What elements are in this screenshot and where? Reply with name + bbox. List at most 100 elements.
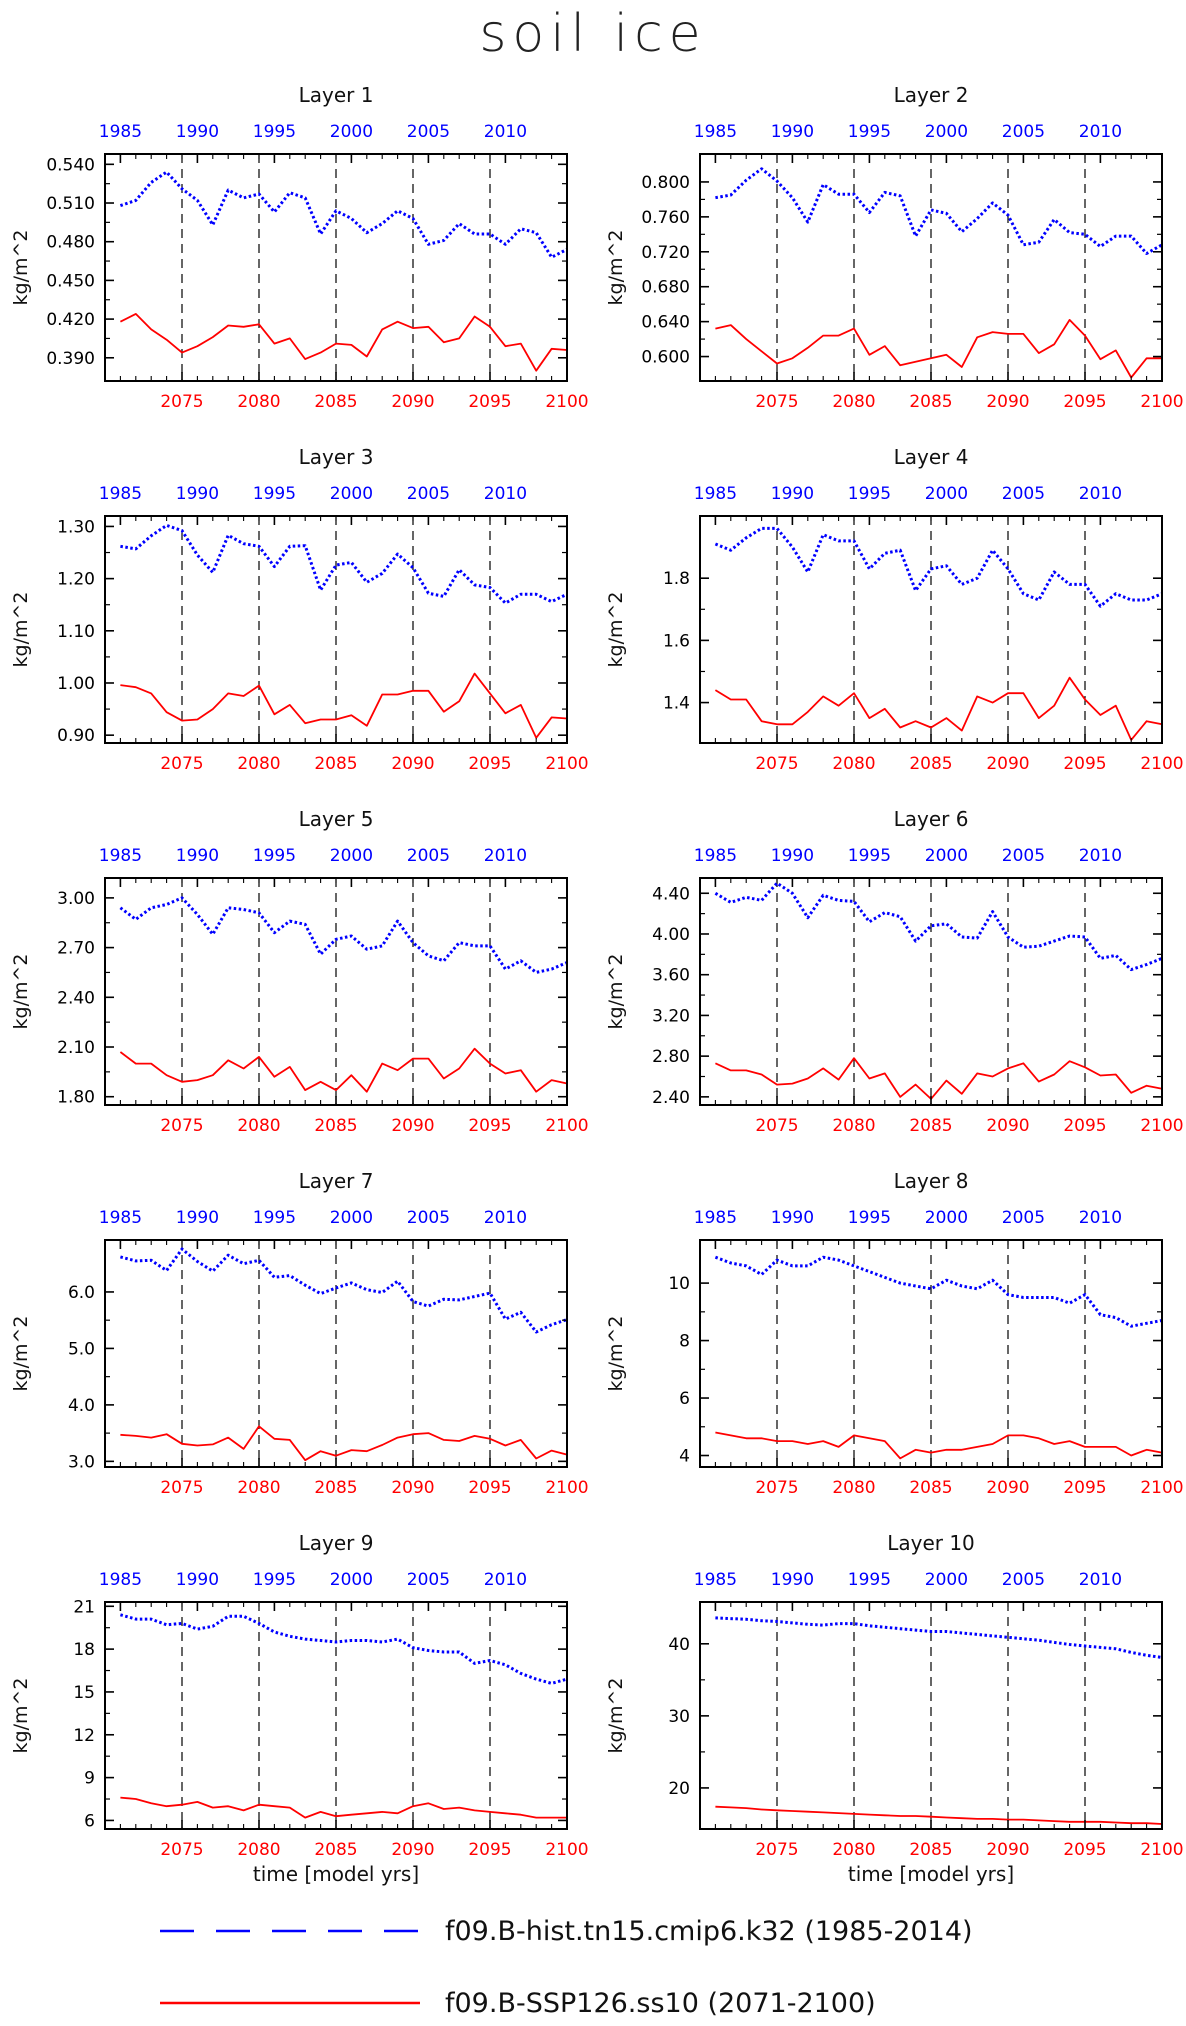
y-tick-label: 2.10 <box>57 1038 95 1058</box>
y-axis-label: kg/m^2 <box>10 592 32 668</box>
y-tick-label: 5.0 <box>68 1339 95 1359</box>
top-x-tick-label: 2000 <box>330 1208 373 1228</box>
y-tick-label: 3.0 <box>68 1452 95 1472</box>
top-x-tick-label: 1985 <box>694 484 737 504</box>
bottom-x-tick-label: 2085 <box>909 392 952 412</box>
bottom-x-tick-label: 2085 <box>909 1840 952 1860</box>
series-hist-line <box>714 1255 1163 1328</box>
y-tick-label: 0.450 <box>46 271 95 291</box>
chart-panel-layer-7: Layer 7 3.0 4.0 5.0 6.0 kg/m^2 1985 1990 1995 200… <box>10 1169 589 1498</box>
top-x-tick-label: 2000 <box>330 1570 373 1590</box>
bottom-x-tick-label: 2100 <box>1140 1840 1183 1860</box>
y-tick-label: 0.760 <box>641 208 690 228</box>
series-ssp-line <box>120 672 568 739</box>
y-tick-label: 1.20 <box>57 570 95 590</box>
y-tick-label: 4.0 <box>68 1396 95 1416</box>
top-x-tick-label: 2000 <box>925 1570 968 1590</box>
y-tick-label: 3.60 <box>652 966 690 986</box>
y-tick-label: 0.800 <box>641 173 690 193</box>
bottom-x-tick-label: 2100 <box>1140 392 1183 412</box>
bottom-x-tick-label: 2080 <box>237 754 280 774</box>
bottom-x-tick-label: 2095 <box>468 1116 511 1136</box>
top-x-tick-label: 1995 <box>848 1208 891 1228</box>
y-tick-label: 18 <box>73 1640 95 1660</box>
bottom-x-tick-label: 2090 <box>391 754 434 774</box>
y-tick-label: 0.510 <box>46 194 95 214</box>
chart-panel-layer-3: Layer 3 0.90 1.00 1.10 1.20 1.30 kg/m^2 1985 199… <box>10 445 589 774</box>
bottom-x-tick-label: 2100 <box>545 754 588 774</box>
y-tick-label: 1.00 <box>57 674 95 694</box>
y-tick-label: 2.80 <box>652 1047 690 1067</box>
top-x-tick-label: 1985 <box>99 846 142 866</box>
top-x-tick-label: 2000 <box>925 846 968 866</box>
top-x-tick-label: 2005 <box>1002 484 1045 504</box>
top-x-tick-label: 1990 <box>176 1570 219 1590</box>
top-x-tick-label: 1995 <box>848 122 891 142</box>
y-tick-label: 3.20 <box>652 1006 690 1026</box>
top-x-tick-label: 2010 <box>1079 484 1122 504</box>
top-x-tick-label: 1995 <box>253 846 296 866</box>
bottom-x-tick-label: 2100 <box>545 392 588 412</box>
top-x-tick-label: 2000 <box>925 484 968 504</box>
top-x-tick-label: 2000 <box>330 484 373 504</box>
top-x-tick-label: 1995 <box>253 122 296 142</box>
y-tick-label: 0.420 <box>46 310 95 330</box>
bottom-x-tick-label: 2085 <box>314 1116 357 1136</box>
top-x-tick-label: 1990 <box>771 484 814 504</box>
bottom-x-tick-label: 2090 <box>986 1478 1029 1498</box>
x-axis-label: time [model yrs] <box>848 1862 1014 1886</box>
bottom-x-tick-label: 2100 <box>1140 1478 1183 1498</box>
bottom-x-tick-label: 2075 <box>160 1840 203 1860</box>
bottom-x-tick-label: 2090 <box>391 392 434 412</box>
y-axis-label: kg/m^2 <box>605 954 627 1030</box>
y-tick-label: 6 <box>84 1811 95 1831</box>
bottom-x-tick-label: 2095 <box>1063 392 1106 412</box>
bottom-x-tick-label: 2080 <box>237 1840 280 1860</box>
y-tick-label: 1.6 <box>663 631 690 651</box>
bottom-x-tick-label: 2100 <box>1140 754 1183 774</box>
bottom-x-tick-label: 2100 <box>1140 1116 1183 1136</box>
series-ssp-line <box>119 1047 568 1093</box>
top-x-tick-label: 2005 <box>407 484 450 504</box>
bottom-x-tick-label: 2085 <box>909 1116 952 1136</box>
legend: f09.B-hist.tn15.cmip6.k32 (1985-2014) f09… <box>160 1916 973 2019</box>
y-tick-label: 6.0 <box>68 1283 95 1303</box>
top-x-tick-label: 1990 <box>771 1570 814 1590</box>
top-x-tick-label: 1995 <box>253 484 296 504</box>
y-tick-label: 0.90 <box>57 726 95 746</box>
top-x-tick-label: 2005 <box>407 1208 450 1228</box>
y-tick-label: 4.40 <box>652 884 690 904</box>
y-tick-label: 6 <box>679 1389 690 1409</box>
y-axis-label: kg/m^2 <box>10 230 32 306</box>
top-x-tick-label: 1990 <box>771 122 814 142</box>
bottom-x-tick-label: 2095 <box>468 1840 511 1860</box>
y-axis-label: kg/m^2 <box>10 1316 32 1392</box>
page-title: soil ice <box>479 4 707 64</box>
panel-title: Layer 10 <box>887 1531 975 1555</box>
bottom-x-tick-label: 2090 <box>986 1840 1029 1860</box>
bottom-x-tick-label: 2095 <box>1063 1840 1106 1860</box>
series-ssp-line <box>715 1431 1163 1460</box>
top-x-tick-label: 1985 <box>99 1208 142 1228</box>
panel-title: Layer 3 <box>299 445 374 469</box>
bottom-x-tick-label: 2075 <box>755 1478 798 1498</box>
top-x-tick-label: 1985 <box>694 1208 737 1228</box>
bottom-x-tick-label: 2085 <box>909 754 952 774</box>
chart-panel-layer-5: Layer 5 1.80 2.10 2.40 2.70 3.00 kg/m^2 1985 199… <box>10 807 589 1136</box>
top-x-tick-label: 2005 <box>1002 122 1045 142</box>
series-hist-line <box>119 170 568 259</box>
panel-title: Layer 6 <box>894 807 969 831</box>
bottom-x-tick-label: 2100 <box>545 1840 588 1860</box>
top-x-tick-label: 1990 <box>176 846 219 866</box>
top-x-tick-label: 2010 <box>484 1570 527 1590</box>
top-x-tick-label: 1990 <box>771 1208 814 1228</box>
top-x-tick-label: 2010 <box>1079 1208 1122 1228</box>
panel-title: Layer 9 <box>299 1531 374 1555</box>
series-ssp-line <box>715 1057 1163 1100</box>
bottom-x-tick-label: 2090 <box>391 1840 434 1860</box>
bottom-x-tick-label: 2100 <box>545 1478 588 1498</box>
bottom-x-tick-label: 2080 <box>832 1478 875 1498</box>
y-tick-label: 2.70 <box>57 939 95 959</box>
panel-title: Layer 1 <box>299 83 374 107</box>
